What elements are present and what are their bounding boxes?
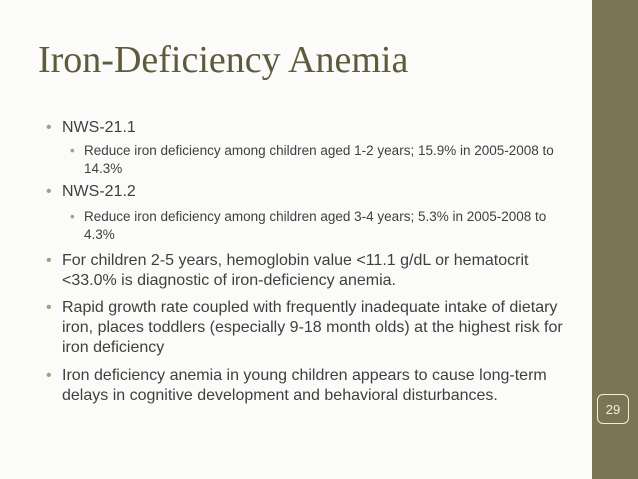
bullet: NWS-21.2 (46, 182, 572, 202)
slide-title: Iron-Deficiency Anemia (38, 39, 409, 81)
bullet: NWS-21.1 (46, 118, 572, 138)
bullet: Rapid growth rate coupled with frequentl… (46, 298, 572, 358)
sub-bullet: Reduce iron deficiency among children ag… (70, 142, 554, 178)
page-number: 29 (597, 394, 629, 424)
bullet: Iron deficiency anemia in young children… (46, 366, 572, 406)
bullet: For children 2-5 years, hemoglobin value… (46, 251, 572, 291)
sub-bullet: Reduce iron deficiency among children ag… (70, 208, 554, 244)
